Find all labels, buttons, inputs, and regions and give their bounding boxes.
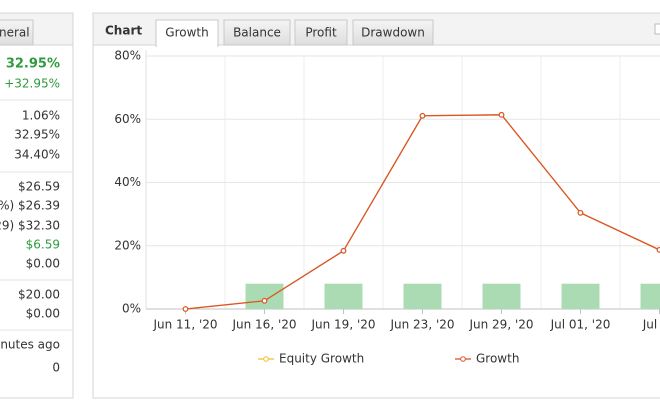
x-tick-label: Jul 01, '20: [550, 318, 611, 332]
point: [498, 111, 505, 118]
x-tick-label: Jul 02: [642, 318, 660, 332]
abs-gain: +32.95%: [4, 77, 60, 91]
tab-label[interactable]: Drawdown: [361, 26, 425, 40]
point: [182, 306, 189, 312]
chart: 0% 20% 40% 60% 80% Jun 11, '20 Jun 16, '20 Jun …: [114, 49, 660, 366]
legend-marker: [263, 356, 269, 362]
tab[interactable]: [223, 19, 291, 46]
point: [261, 297, 268, 304]
tab-label[interactable]: Profit: [305, 26, 337, 40]
plot: [182, 111, 660, 312]
tab[interactable]: [294, 19, 348, 46]
stat: Minutes ago: [0, 338, 60, 352]
stat: $0.00: [26, 257, 60, 271]
point: [419, 112, 426, 119]
bar: [561, 283, 600, 309]
tab-cover: [157, 44, 217, 47]
stat: 29) $32.30: [0, 219, 60, 233]
x-tick-label: Jun 29, '20: [468, 318, 533, 332]
sidebar-tab[interactable]: [0, 19, 34, 46]
tab-label[interactable]: Balance: [233, 26, 281, 40]
tab[interactable]: [352, 19, 434, 46]
legend-label: Equity Growth: [279, 352, 364, 366]
y-tick-label: 0%: [122, 302, 141, 316]
sidebar-panel: [0, 12, 74, 399]
legend-marker: [460, 356, 466, 362]
bar: [640, 283, 660, 309]
sidebar-tab-label[interactable]: neral: [0, 26, 30, 40]
point: [577, 209, 584, 216]
stat: 34.40%: [14, 148, 60, 162]
gain: 32.95%: [6, 57, 60, 72]
y-tick-label: 60%: [114, 112, 141, 126]
panel-label: Chart: [105, 24, 142, 38]
stat: 32.95%: [14, 128, 60, 142]
x-tick-label: Jun 23, '20: [389, 318, 454, 332]
stat: $26.59: [18, 180, 60, 194]
x-tick-label: Jun 19, '20: [310, 318, 375, 332]
stat: 0: [52, 361, 60, 375]
point: [340, 247, 347, 254]
stat: $6.59: [26, 238, 60, 252]
y-tick-label: 40%: [114, 175, 141, 189]
bar: [403, 283, 442, 309]
bar: [482, 283, 521, 309]
menu-icon[interactable]: [654, 23, 660, 35]
tab-active[interactable]: [155, 19, 219, 47]
stat: 1.06%: [22, 109, 60, 123]
stat: 5%) $26.39: [0, 199, 60, 213]
bar: [324, 283, 363, 309]
chart-panel: [92, 12, 660, 399]
y-tick-label: 80%: [114, 49, 141, 63]
bar: [245, 283, 284, 309]
stat: $20.00: [18, 288, 60, 302]
stat: $0.00: [26, 307, 60, 321]
x-tick-label: Jun 11, '20: [152, 318, 217, 332]
y-tick-label: 20%: [114, 238, 141, 252]
tab-label[interactable]: Growth: [165, 26, 208, 40]
x-tick-label: Jun 16, '20: [231, 318, 296, 332]
legend-label: Growth: [476, 352, 519, 366]
